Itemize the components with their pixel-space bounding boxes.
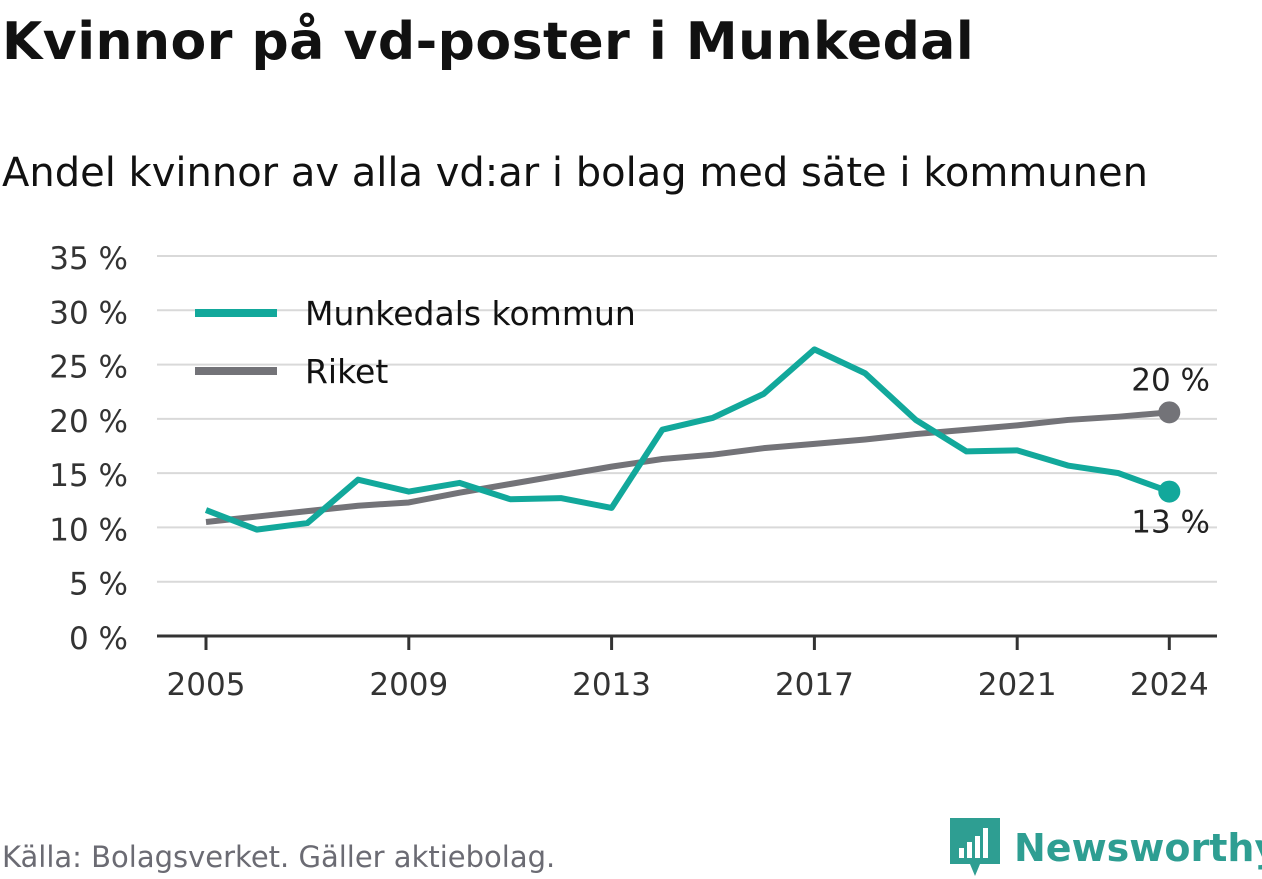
x-tick-label: 2005 [167,667,246,703]
grid-lines [157,255,1217,583]
newsworthy-logo-icon [950,818,1000,876]
y-axis-tick-labels: 0 % 5 % 10 % 15 % 20 % 25 % 30 % 35 % [49,241,128,657]
series-line-riket [205,409,1170,525]
y-tick-label: 30 % [49,295,128,331]
x-axis [157,634,1217,650]
y-tick-label: 25 % [49,350,128,386]
y-tick-label: 0 % [69,621,128,657]
x-tick-label: 2017 [775,667,854,703]
source-note: Källa: Bolagsverket. Gäller aktiebolag. [2,840,556,874]
series-end-points: 13 % 20 % [1131,362,1210,540]
end-point-riket [1158,401,1181,424]
series-lines [204,346,1171,533]
series-line-munkedal [204,346,1171,533]
x-tick-label: 2024 [1130,667,1209,703]
brand-name: Newsworthy [1014,826,1262,870]
y-tick-label: 35 % [49,241,128,277]
end-label-riket: 20 % [1131,362,1210,398]
legend-label-munkedal: Munkedals kommun [305,294,636,333]
legend-label-riket: Riket [305,352,388,391]
x-tick-label: 2009 [369,667,448,703]
end-point-munkedal [1158,480,1181,503]
x-tick-label: 2013 [572,667,651,703]
chart-title: Kvinnor på vd-poster i Munkedal [2,12,975,72]
chart-subtitle: Andel kvinnor av alla vd:ar i bolag med … [2,150,1148,196]
legend: Munkedals kommun Riket [195,294,636,391]
end-label-munkedal: 13 % [1131,505,1210,541]
x-axis-tick-labels: 2005 2009 2013 2017 2021 2024 [167,667,1209,703]
brand-logo: Newsworthy [950,818,1262,878]
x-tick-label: 2021 [978,667,1057,703]
y-tick-label: 10 % [49,512,128,548]
y-tick-label: 5 % [69,567,128,603]
y-tick-label: 15 % [49,458,128,494]
y-tick-label: 20 % [49,404,128,440]
